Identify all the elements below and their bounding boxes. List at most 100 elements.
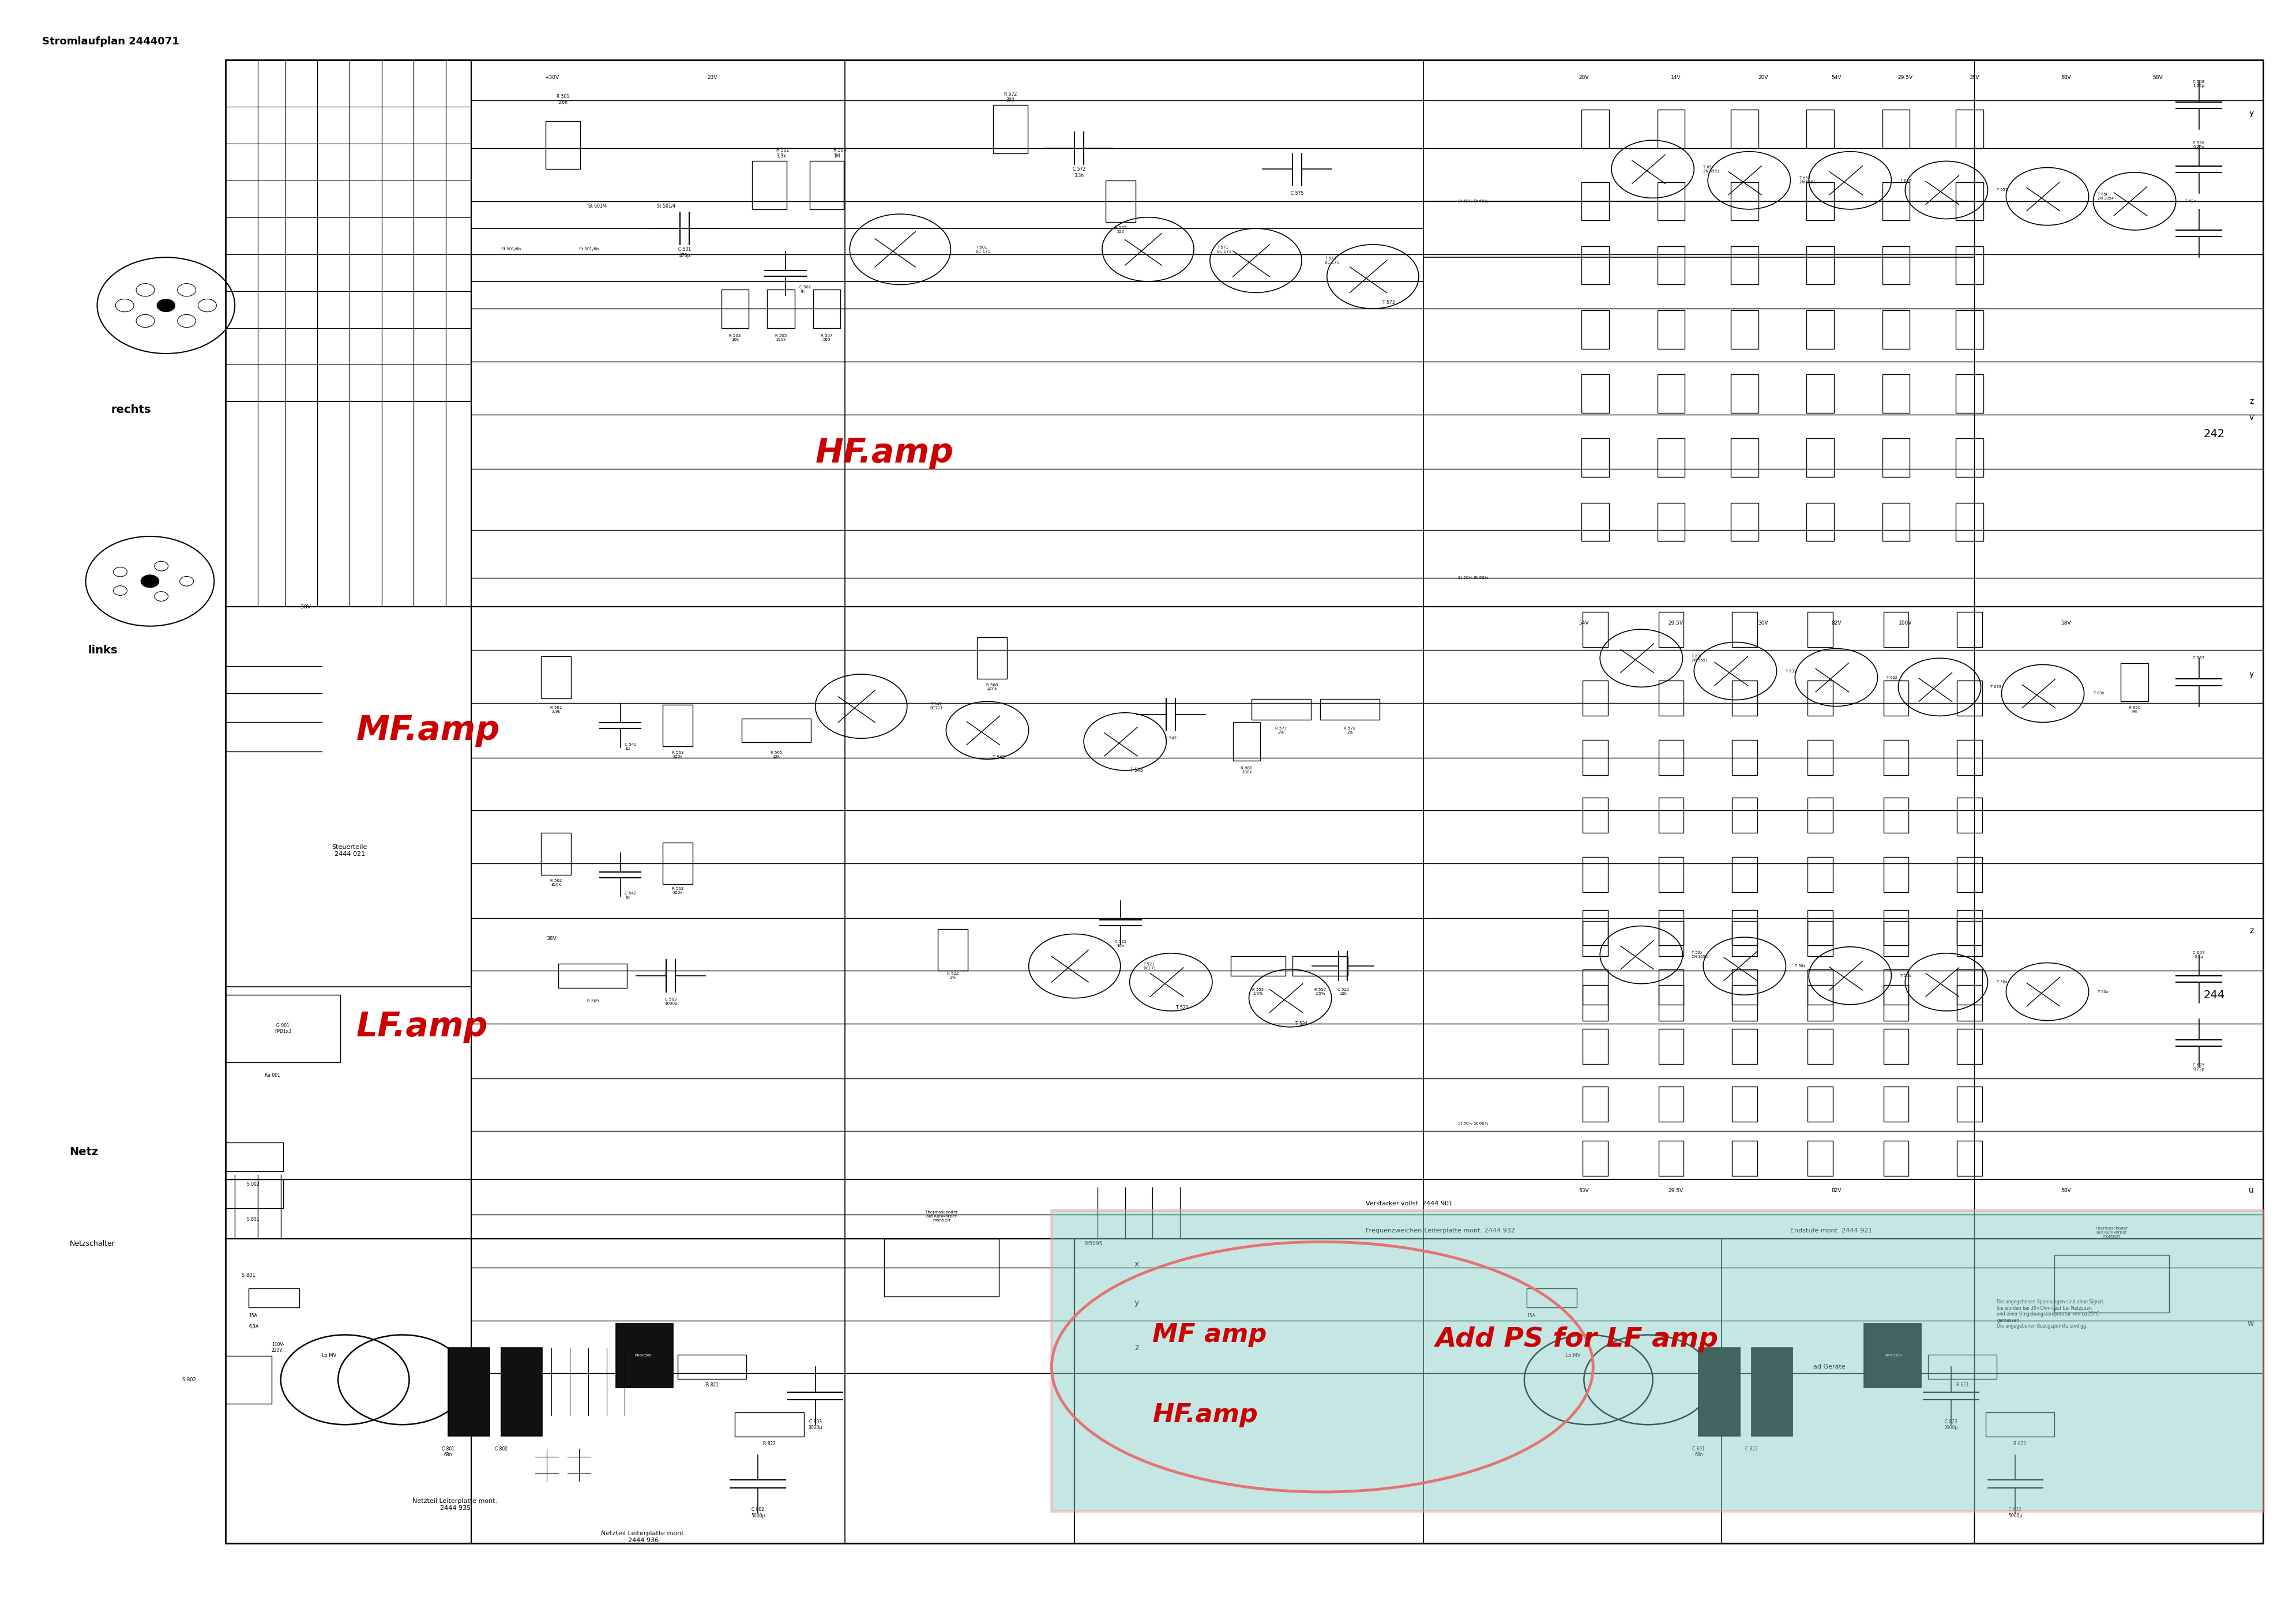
Bar — [1956, 181, 1984, 220]
Bar — [1883, 910, 1908, 945]
Text: 58V: 58V — [2151, 75, 2163, 80]
Text: 54V: 54V — [1580, 620, 1589, 626]
Text: T 542: T 542 — [992, 754, 1006, 761]
Bar — [1807, 1141, 1832, 1176]
Text: R 822: R 822 — [762, 1441, 776, 1453]
Text: 38V: 38V — [546, 936, 556, 942]
Bar — [1807, 374, 1835, 412]
Bar — [1929, 1355, 1998, 1379]
Bar — [1807, 612, 1832, 647]
Bar — [1582, 374, 1609, 412]
Text: St 50¼ St 60¼: St 50¼ St 60¼ — [1458, 199, 1488, 202]
Bar — [1807, 985, 1832, 1021]
Bar — [1731, 1141, 1756, 1176]
Text: R 577
2%: R 577 2% — [1274, 727, 1288, 733]
Bar — [501, 1348, 542, 1436]
Text: C 625
0,22µ: C 625 0,22µ — [2193, 1063, 2204, 1071]
Text: Frequenzweichen-Leiterplatte mont. 2444 932: Frequenzweichen-Leiterplatte mont. 2444 … — [1366, 1228, 1515, 1234]
Bar — [1731, 1029, 1756, 1064]
Text: Netzteil Leiterplatte mont.
2444 935: Netzteil Leiterplatte mont. 2444 935 — [413, 1499, 498, 1510]
Bar — [1807, 438, 1835, 477]
Text: C 521
10n: C 521 10n — [1114, 941, 1127, 947]
Text: St5095: St5095 — [1084, 1241, 1102, 1245]
Bar — [1658, 921, 1683, 957]
Text: T 631: T 631 — [1786, 669, 1798, 672]
Bar — [753, 160, 788, 209]
Bar — [1658, 969, 1683, 1005]
Bar — [677, 1355, 746, 1379]
Bar — [1658, 181, 1685, 220]
Bar — [1807, 1087, 1832, 1122]
Bar — [1956, 921, 1981, 957]
Text: R 501
5,6n: R 501 5,6n — [556, 93, 569, 104]
Bar — [1956, 310, 1984, 348]
Text: C 802
5000µ: C 802 5000µ — [751, 1507, 765, 1518]
Text: R 572
390: R 572 390 — [1003, 91, 1017, 103]
Text: R 578
2%: R 578 2% — [1343, 727, 1355, 733]
Text: z: z — [1134, 1343, 1139, 1351]
Text: R 650
Mk: R 650 Mk — [2128, 706, 2140, 713]
Bar — [1658, 438, 1685, 477]
Text: C 802: C 802 — [494, 1446, 507, 1457]
Bar — [1883, 502, 1910, 541]
Bar — [1582, 246, 1609, 284]
Bar — [1956, 1029, 1981, 1064]
Text: R 504
1M: R 504 1M — [833, 148, 847, 159]
Bar — [1658, 109, 1685, 148]
Text: R 568
470k: R 568 470k — [985, 684, 999, 690]
Text: T 655
2N 5551: T 655 2N 5551 — [1800, 177, 1816, 185]
Bar — [1956, 740, 1981, 775]
Bar — [1731, 985, 1756, 1021]
Text: T 50x: T 50x — [1795, 965, 1805, 968]
Bar — [1731, 502, 1759, 541]
Bar — [1864, 1324, 1922, 1388]
Bar — [1731, 681, 1756, 716]
Bar — [1883, 438, 1910, 477]
Text: BROC300: BROC300 — [1885, 1355, 1901, 1358]
Bar — [1807, 910, 1832, 945]
Bar — [1883, 798, 1908, 833]
Text: St 50¼ St 60¼: St 50¼ St 60¼ — [1458, 576, 1488, 579]
Bar — [1658, 1087, 1683, 1122]
Bar — [2055, 1255, 2170, 1313]
Text: C 823
3000µ: C 823 3000µ — [1945, 1419, 1958, 1430]
Text: T 524: T 524 — [1295, 1021, 1309, 1026]
Bar — [2122, 663, 2149, 701]
Text: R 980
100k: R 980 100k — [1240, 767, 1254, 774]
Bar — [1658, 798, 1683, 833]
Bar — [1883, 969, 1908, 1005]
Text: Stromlaufplan 2444071: Stromlaufplan 2444071 — [41, 35, 179, 47]
Text: Endstufe mont. 2444 921: Endstufe mont. 2444 921 — [1791, 1228, 1874, 1234]
Text: C 607
0,1µ: C 607 0,1µ — [2193, 952, 2204, 958]
Bar — [1075, 1239, 2264, 1544]
Bar — [1956, 374, 1984, 412]
Text: MF.amp: MF.amp — [356, 714, 501, 746]
Text: ad Geräte: ad Geräte — [1814, 1364, 1846, 1369]
Bar — [1582, 740, 1607, 775]
Text: C 547: C 547 — [1164, 737, 1178, 740]
Text: St 601/4: St 601/4 — [588, 204, 606, 209]
Text: y: y — [2250, 671, 2255, 679]
Bar — [1582, 502, 1609, 541]
Text: T 63l
2N 5551: T 63l 2N 5551 — [1692, 655, 1708, 661]
Bar — [1731, 310, 1759, 348]
Text: Add PS for LF amp: Add PS for LF amp — [1435, 1327, 1717, 1353]
Bar — [1582, 798, 1607, 833]
Bar — [1883, 246, 1910, 284]
Bar — [558, 963, 627, 987]
Text: +30V: +30V — [544, 75, 558, 80]
Text: R 561
3,9k: R 561 3,9k — [551, 706, 563, 713]
Text: St 50¼ St 60¼: St 50¼ St 60¼ — [1458, 1122, 1488, 1125]
Bar — [1582, 612, 1607, 647]
Bar — [1582, 969, 1607, 1005]
Text: rechts: rechts — [110, 404, 152, 416]
Text: Netzschalter: Netzschalter — [69, 1239, 115, 1247]
Bar — [1582, 1087, 1607, 1122]
Bar — [810, 160, 845, 209]
Text: 242: 242 — [2204, 429, 2225, 440]
Text: 15A: 15A — [248, 1313, 257, 1318]
Text: C 822: C 822 — [1745, 1446, 1759, 1457]
Text: T 572
BC 171: T 572 BC 171 — [1325, 257, 1339, 265]
Text: R 822: R 822 — [2014, 1441, 2025, 1453]
Bar — [1956, 1141, 1981, 1176]
